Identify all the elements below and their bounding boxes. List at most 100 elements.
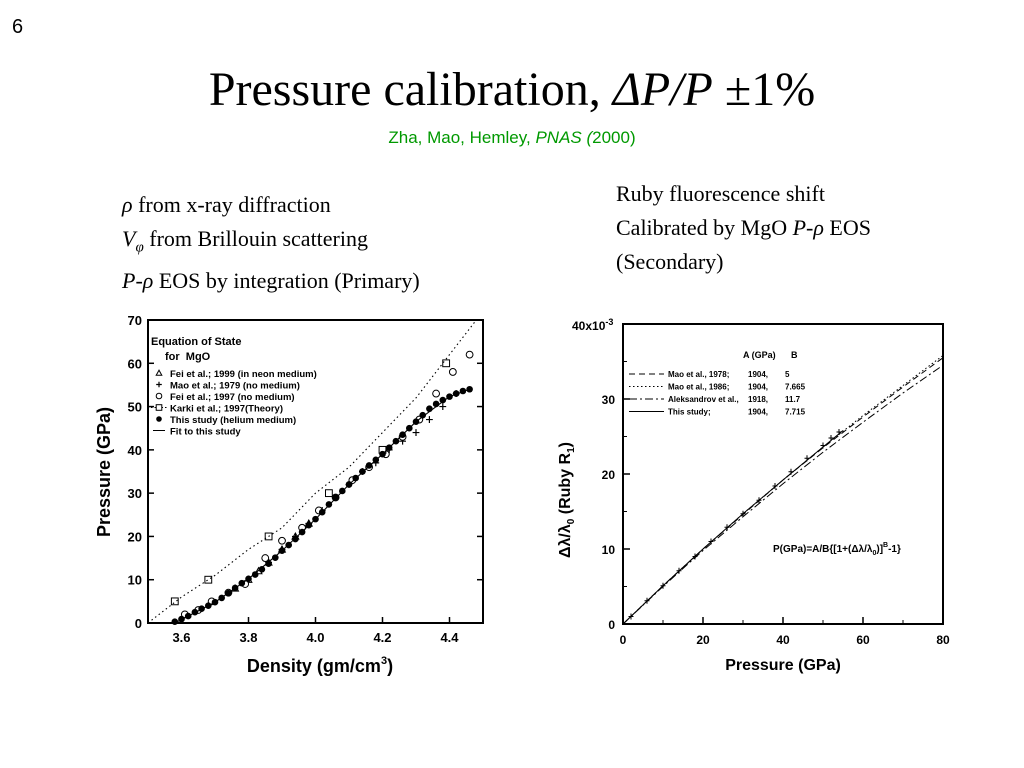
- ruby-data-point: [660, 582, 666, 589]
- eos-point-circle-filled: [258, 566, 266, 573]
- ruby-legend-name-2: Aleksandrov et al.,: [668, 395, 739, 404]
- ruby-y-tick-label: 30: [602, 393, 616, 407]
- eos-legend-label-4: This study (helium medium): [170, 415, 296, 426]
- eos-y-tick-label: 50: [128, 400, 142, 415]
- ruby-legend-name-3: This study;: [668, 408, 711, 417]
- ruby-x-tick-label: 20: [696, 633, 710, 647]
- ruby-y-tick-label: 0: [608, 618, 615, 632]
- eos-y-tick-label: 20: [128, 529, 142, 544]
- ruby-y-tick-label: 20: [602, 468, 616, 482]
- eos-series-line-5: [174, 388, 470, 624]
- eos-point-circle-filled: [419, 411, 427, 419]
- ruby-legend-name-1: Mao et al., 1986;: [668, 383, 729, 392]
- eos-x-label-end: ): [387, 656, 393, 676]
- eos-point-circle-open: [278, 536, 286, 545]
- left-line-2: Vφ from Brillouin scattering: [122, 222, 420, 264]
- eos-legend-marker: [155, 369, 163, 376]
- ruby-legend-b-0: 5: [785, 370, 790, 379]
- formula-sup: B: [883, 542, 888, 549]
- formula-mid: )]: [876, 544, 883, 555]
- citation-authors: Zha, Mao, Hemley,: [388, 128, 536, 147]
- eos-point-circle-filled: [466, 385, 473, 393]
- right-line-2-suffix: EOS: [823, 215, 871, 240]
- eos-plot-frame: [147, 319, 484, 624]
- ruby-data-point: [828, 435, 834, 441]
- ruby-legend-a-2: 1918,: [748, 395, 768, 404]
- ruby-y-label-sub1: 1: [566, 447, 577, 453]
- left-line-3: P-ρ EOS by integration (Primary): [122, 264, 420, 298]
- ruby-legend-b-2: 11.7: [785, 395, 801, 404]
- ruby-series-line-2: [622, 364, 944, 625]
- eos-y-tick-label: 0: [135, 616, 142, 631]
- rho-symbol: ρ: [122, 192, 133, 217]
- eos-point-circle-filled: [171, 618, 179, 626]
- ruby-legend-header-b: B: [791, 350, 798, 360]
- eos-legend-subtitle: for MgO: [165, 351, 211, 363]
- eos-point-square-open: [325, 489, 333, 498]
- slide-number: 6: [12, 16, 24, 38]
- eos-point-square-open: [204, 575, 213, 584]
- eos-point-circle-open: [465, 350, 474, 359]
- ruby-data-point: [628, 613, 634, 620]
- eos-point-circle-filled: [251, 571, 259, 578]
- right-description: Ruby fluorescence shift Calibrated by Mg…: [616, 177, 871, 279]
- ruby-y-multiplier-base: 40x10: [572, 319, 606, 333]
- ruby-y-label-end: ): [557, 442, 574, 447]
- eos-point-circle-open: [448, 368, 457, 376]
- ruby-data-point: [740, 510, 746, 517]
- ruby-legend-header-a: A (GPa): [743, 350, 776, 360]
- formula-end: -1}: [888, 544, 901, 555]
- eos-point-square-open: [442, 359, 451, 368]
- ruby-y-label-sub0: 0: [566, 518, 577, 524]
- eos-legend-label-2: Fei et al.; 1997 (no medium): [170, 392, 295, 403]
- formula-main: P(GPa)=A/B{[1+(Δλ/λ: [773, 544, 873, 555]
- ruby-y-multiplier: 40x10-3: [572, 317, 613, 333]
- ruby-y-label-mid: (Ruby R: [557, 452, 574, 518]
- eos-point-circle-filled: [439, 396, 447, 404]
- right-line-2-prefix: Calibrated by MgO: [616, 215, 793, 240]
- eos-chart: 0 10 20 30 40 50 60 70 3.6 3.8 4.0 4.2 4.4 Equation…: [94, 313, 484, 676]
- eos-x-tick-label: 4.0: [306, 630, 324, 645]
- ruby-y-multiplier-exp: -3: [605, 317, 613, 327]
- ruby-legend-b-1: 7.665: [785, 383, 806, 392]
- eos-x-tick-label: 4.4: [440, 630, 459, 645]
- eos-y-tick-label: 40: [128, 443, 142, 458]
- title-suffix: ±1%: [712, 63, 816, 116]
- ruby-x-tick-label: 40: [776, 633, 790, 647]
- right-p-rho-symbol: P-ρ: [792, 215, 824, 240]
- phi-subscript: φ: [135, 239, 144, 256]
- formula-sub: 0: [872, 550, 876, 557]
- left-description: ρ from x-ray diffraction Vφ from Brillou…: [122, 188, 420, 298]
- v-symbol: V: [122, 226, 136, 251]
- ruby-data-point: [724, 524, 730, 531]
- ruby-data-point: [772, 483, 778, 489]
- citation: Zha, Mao, Hemley, PNAS (2000): [0, 128, 1024, 148]
- ruby-y-tick-label: 10: [602, 543, 616, 557]
- eos-point-circle-filled: [332, 494, 339, 501]
- ruby-data-point: [804, 455, 810, 462]
- eos-point-plus: [412, 429, 420, 436]
- eos-point-circle-filled: [272, 554, 279, 561]
- ruby-x-tick-label: 80: [936, 633, 950, 647]
- ruby-data-point: [756, 497, 762, 504]
- eos-legend-marker: [156, 416, 162, 422]
- ruby-data-point: [836, 429, 842, 435]
- eos-point-circle-filled: [292, 535, 299, 543]
- eos-x-tick-label: 3.6: [172, 630, 190, 645]
- ruby-data-point: [708, 538, 714, 545]
- slide-title: Pressure calibration, ΔP/P ±1%: [0, 62, 1024, 117]
- ruby-formula: P(GPa)=A/B{[1+(Δλ/λ0)]B-1}: [773, 542, 901, 557]
- ruby-data-point: [788, 468, 794, 475]
- right-line-1: Ruby fluorescence shift: [616, 181, 825, 206]
- ruby-x-axis-label: Pressure (GPa): [725, 657, 841, 674]
- left-line-1: ρ from x-ray diffraction: [122, 188, 420, 222]
- ruby-data-point: [692, 553, 698, 560]
- eos-y-axis-label: Pressure (GPa): [94, 407, 114, 537]
- left-line-2-text: from Brillouin scattering: [143, 226, 368, 251]
- eos-legend-marker: [155, 404, 163, 411]
- eos-y-tick-label: 60: [128, 356, 142, 371]
- eos-legend-title: Equation of State: [151, 336, 241, 348]
- eos-x-axis-label: Density (gm/cm3): [247, 655, 393, 676]
- eos-x-tick-label: 4.2: [373, 630, 391, 645]
- ruby-y-axis-label: Δλ/λ0 (Ruby R1): [557, 442, 577, 558]
